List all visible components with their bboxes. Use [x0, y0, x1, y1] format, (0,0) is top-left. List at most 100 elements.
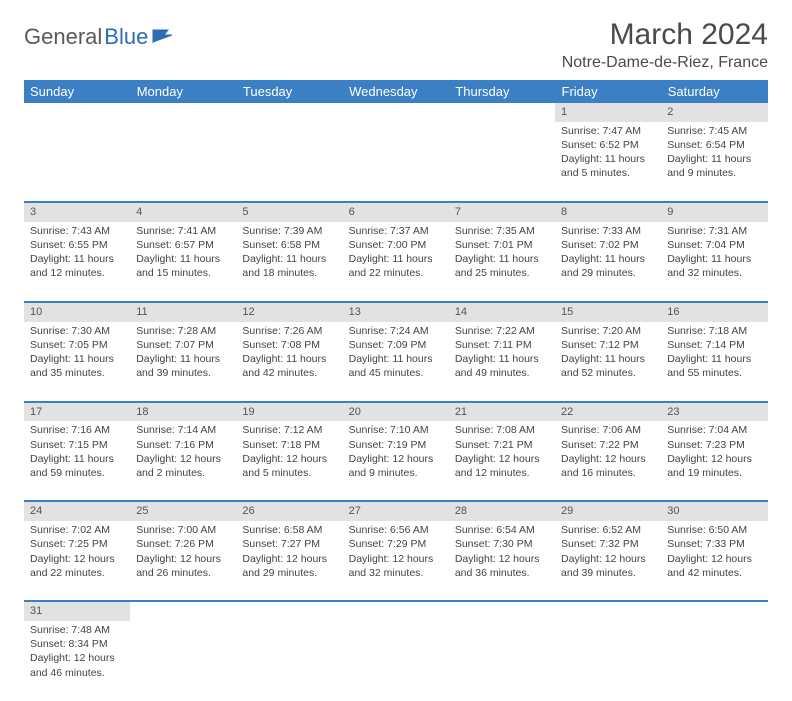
sunset-text: Sunset: 6:54 PM — [667, 138, 761, 152]
day1-text: Daylight: 11 hours — [561, 352, 655, 366]
day2-text: and 5 minutes. — [242, 466, 336, 480]
sunrise-text: Sunrise: 6:56 AM — [349, 523, 443, 537]
day-cell-content: Sunrise: 7:43 AMSunset: 6:55 PMDaylight:… — [24, 222, 130, 285]
sunset-text: Sunset: 7:33 PM — [667, 537, 761, 551]
day-cell-content: Sunrise: 6:50 AMSunset: 7:33 PMDaylight:… — [661, 521, 767, 584]
sunrise-text: Sunrise: 7:08 AM — [455, 423, 549, 437]
day-number-cell: 1 — [555, 103, 661, 122]
day-number: 23 — [667, 406, 679, 418]
day-cell-content: Sunrise: 7:00 AMSunset: 7:26 PMDaylight:… — [130, 521, 236, 584]
sunrise-text: Sunrise: 7:16 AM — [30, 423, 124, 437]
day-cell: Sunrise: 7:33 AMSunset: 7:02 PMDaylight:… — [555, 222, 661, 302]
day-number-cell — [343, 601, 449, 621]
day-number-cell: 23 — [661, 402, 767, 422]
day-number-cell: 10 — [24, 302, 130, 322]
day-number-cell: 8 — [555, 202, 661, 222]
day-cell: Sunrise: 7:14 AMSunset: 7:16 PMDaylight:… — [130, 421, 236, 501]
day-cell-content: Sunrise: 6:54 AMSunset: 7:30 PMDaylight:… — [449, 521, 555, 584]
sunset-text: Sunset: 7:29 PM — [349, 537, 443, 551]
day-cell: Sunrise: 7:06 AMSunset: 7:22 PMDaylight:… — [555, 421, 661, 501]
day-cell: Sunrise: 7:35 AMSunset: 7:01 PMDaylight:… — [449, 222, 555, 302]
sunset-text: Sunset: 7:11 PM — [455, 338, 549, 352]
day-cell-content: Sunrise: 6:58 AMSunset: 7:27 PMDaylight:… — [236, 521, 342, 584]
sunrise-text: Sunrise: 7:06 AM — [561, 423, 655, 437]
sunset-text: Sunset: 7:08 PM — [242, 338, 336, 352]
sunset-text: Sunset: 7:21 PM — [455, 438, 549, 452]
day-number-cell: 19 — [236, 402, 342, 422]
sunrise-text: Sunrise: 7:12 AM — [242, 423, 336, 437]
day-cell: Sunrise: 6:52 AMSunset: 7:32 PMDaylight:… — [555, 521, 661, 601]
day-content-row: Sunrise: 7:30 AMSunset: 7:05 PMDaylight:… — [24, 322, 768, 402]
day-cell: Sunrise: 7:16 AMSunset: 7:15 PMDaylight:… — [24, 421, 130, 501]
day-number-row: 24252627282930 — [24, 501, 768, 521]
day-number-cell: 15 — [555, 302, 661, 322]
day-cell: Sunrise: 7:02 AMSunset: 7:25 PMDaylight:… — [24, 521, 130, 601]
day-number-cell: 9 — [661, 202, 767, 222]
day-cell: Sunrise: 7:28 AMSunset: 7:07 PMDaylight:… — [130, 322, 236, 402]
day2-text: and 36 minutes. — [455, 566, 549, 580]
day1-text: Daylight: 11 hours — [455, 352, 549, 366]
day-cell-content: Sunrise: 7:10 AMSunset: 7:19 PMDaylight:… — [343, 421, 449, 484]
sunrise-text: Sunrise: 7:48 AM — [30, 623, 124, 637]
day2-text: and 9 minutes. — [349, 466, 443, 480]
day-number-cell: 13 — [343, 302, 449, 322]
day-number-cell: 24 — [24, 501, 130, 521]
day-number-cell: 21 — [449, 402, 555, 422]
day2-text: and 22 minutes. — [30, 566, 124, 580]
day-number-cell — [449, 103, 555, 122]
day-number: 4 — [136, 206, 142, 218]
day-cell-content: Sunrise: 7:02 AMSunset: 7:25 PMDaylight:… — [24, 521, 130, 584]
day2-text: and 59 minutes. — [30, 466, 124, 480]
day-cell: Sunrise: 7:04 AMSunset: 7:23 PMDaylight:… — [661, 421, 767, 501]
sunset-text: Sunset: 7:00 PM — [349, 238, 443, 252]
day-cell — [343, 122, 449, 202]
sunrise-text: Sunrise: 7:00 AM — [136, 523, 230, 537]
sunset-text: Sunset: 7:18 PM — [242, 438, 336, 452]
day1-text: Daylight: 12 hours — [455, 552, 549, 566]
day-cell: Sunrise: 7:24 AMSunset: 7:09 PMDaylight:… — [343, 322, 449, 402]
day1-text: Daylight: 12 hours — [349, 552, 443, 566]
weekday-header: Tuesday — [236, 80, 342, 103]
day-number-cell: 14 — [449, 302, 555, 322]
day2-text: and 29 minutes. — [242, 566, 336, 580]
day-cell: Sunrise: 7:30 AMSunset: 7:05 PMDaylight:… — [24, 322, 130, 402]
day-number-cell: 20 — [343, 402, 449, 422]
day-number: 9 — [667, 206, 673, 218]
day-cell — [449, 122, 555, 202]
day1-text: Daylight: 11 hours — [561, 152, 655, 166]
month-title: March 2024 — [562, 18, 768, 52]
day-number-row: 31 — [24, 601, 768, 621]
day-cell — [343, 621, 449, 701]
sunset-text: Sunset: 7:07 PM — [136, 338, 230, 352]
weekday-header: Thursday — [449, 80, 555, 103]
day1-text: Daylight: 11 hours — [349, 352, 443, 366]
day1-text: Daylight: 12 hours — [136, 552, 230, 566]
day1-text: Daylight: 11 hours — [30, 352, 124, 366]
day-number-cell — [236, 103, 342, 122]
day-number: 22 — [561, 406, 573, 418]
day2-text: and 12 minutes. — [30, 266, 124, 280]
day-content-row: Sunrise: 7:43 AMSunset: 6:55 PMDaylight:… — [24, 222, 768, 302]
sunset-text: Sunset: 7:22 PM — [561, 438, 655, 452]
sunrise-text: Sunrise: 7:18 AM — [667, 324, 761, 338]
day-number: 17 — [30, 406, 42, 418]
day2-text: and 9 minutes. — [667, 166, 761, 180]
day-number-cell — [130, 103, 236, 122]
day1-text: Daylight: 12 hours — [349, 452, 443, 466]
sunrise-text: Sunrise: 7:24 AM — [349, 324, 443, 338]
sunset-text: Sunset: 8:34 PM — [30, 637, 124, 651]
day-number: 3 — [30, 206, 36, 218]
day-cell-content: Sunrise: 7:47 AMSunset: 6:52 PMDaylight:… — [555, 122, 661, 185]
day-number: 8 — [561, 206, 567, 218]
day-number: 2 — [667, 106, 673, 118]
day-number: 5 — [242, 206, 248, 218]
day-number: 10 — [30, 306, 42, 318]
day-number-cell — [555, 601, 661, 621]
sunrise-text: Sunrise: 7:43 AM — [30, 224, 124, 238]
sunrise-text: Sunrise: 7:41 AM — [136, 224, 230, 238]
sunrise-text: Sunrise: 7:31 AM — [667, 224, 761, 238]
sunset-text: Sunset: 7:32 PM — [561, 537, 655, 551]
day-cell-content: Sunrise: 7:14 AMSunset: 7:16 PMDaylight:… — [130, 421, 236, 484]
weekday-header: Wednesday — [343, 80, 449, 103]
day-cell-content: Sunrise: 7:35 AMSunset: 7:01 PMDaylight:… — [449, 222, 555, 285]
